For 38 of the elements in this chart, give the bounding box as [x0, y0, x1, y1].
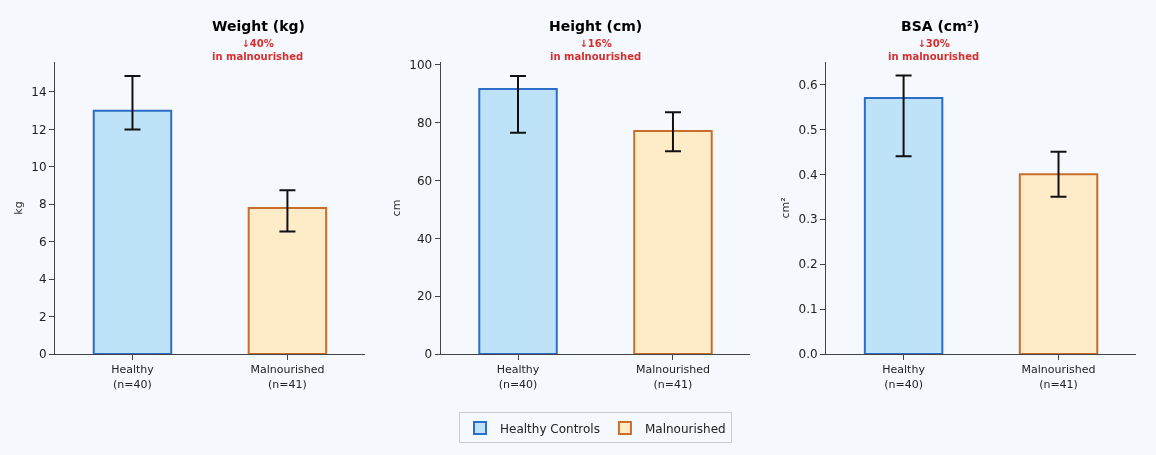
chart-title: BSA (cm²): [901, 18, 980, 34]
y-tick-label: 0.6: [798, 77, 818, 92]
y-tick-label: 8: [38, 197, 47, 212]
y-tick-label: 0: [38, 347, 47, 362]
y-axis-title: kg: [11, 201, 25, 215]
legend-label: Malnourished: [644, 421, 726, 436]
x-tick-label: Healthy (n=40): [111, 363, 155, 391]
y-tick-label: 10: [31, 160, 47, 175]
y-tick-label: 12: [31, 122, 47, 137]
annotation: ↓40% in malnourished: [212, 38, 304, 62]
x-tick-label: Malnourished (n=41): [635, 363, 710, 391]
y-tick-label: 80: [416, 115, 433, 130]
legend-label: Healthy Controls: [500, 421, 600, 436]
x-tick-label: Malnourished (n=41): [250, 363, 325, 391]
y-tick-label: 2: [38, 309, 47, 324]
y-axis-title: cm: [389, 199, 403, 217]
annotation: ↓16% in malnourished: [550, 38, 642, 62]
y-tick-label: 0: [424, 347, 433, 362]
y-tick-label: 0.2: [798, 257, 818, 272]
y-tick-label: 14: [31, 85, 47, 100]
chart-title: Weight (kg): [212, 18, 305, 34]
y-tick-label: 0.5: [798, 122, 818, 137]
y-tick-label: 6: [38, 234, 47, 249]
y-axis-title: cm²: [779, 197, 793, 219]
chart-title: Height (cm): [549, 18, 643, 34]
y-tick-label: 60: [416, 173, 433, 188]
y-tick-label: 100: [409, 58, 433, 73]
y-tick-label: 0.1: [798, 302, 818, 317]
x-tick-label: Malnourished (n=41): [1021, 363, 1096, 391]
y-tick-label: 40: [416, 231, 433, 246]
y-tick-label: 0.3: [798, 212, 818, 227]
x-tick-label: Healthy (n=40): [496, 363, 540, 391]
x-tick-label: Healthy (n=40): [882, 363, 926, 391]
annotation: ↓30% in malnourished: [888, 38, 980, 62]
y-tick-label: 0.4: [798, 167, 818, 182]
y-tick-label: 4: [38, 272, 47, 287]
y-tick-label: 20: [416, 289, 433, 304]
y-tick-label: 0.0: [798, 347, 818, 362]
